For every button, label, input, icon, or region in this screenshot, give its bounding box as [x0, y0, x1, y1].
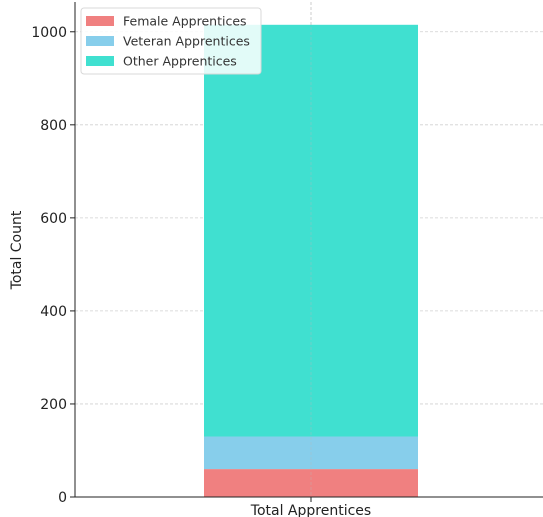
y-axis-label: Total Count	[9, 210, 25, 290]
x-ticks: Total Apprentices	[250, 497, 371, 517]
legend-swatch	[86, 36, 114, 46]
legend-label: Other Apprentices	[123, 54, 237, 69]
legend-swatch	[86, 56, 114, 66]
legend: Female Apprentices Veteran Apprentices Oth…	[80, 7, 262, 75]
legend-label: Female Apprentices	[123, 14, 247, 29]
y-tick-label: 800	[40, 118, 67, 134]
bars	[204, 2, 418, 497]
legend-swatch	[86, 16, 114, 26]
y-tick-label: 600	[40, 211, 67, 227]
legend-label: Veteran Apprentices	[123, 34, 250, 49]
y-tick-label: 1000	[31, 25, 67, 41]
y-tick-label: 200	[40, 397, 67, 413]
axes	[74, 2, 543, 498]
y-tick-label: 0	[58, 490, 67, 506]
x-tick-label: Total Apprentices	[250, 503, 371, 517]
y-ticks: 0 200 400 600 800 1000	[31, 25, 75, 506]
y-tick-label: 400	[40, 304, 67, 320]
legend-box	[80, 7, 262, 75]
